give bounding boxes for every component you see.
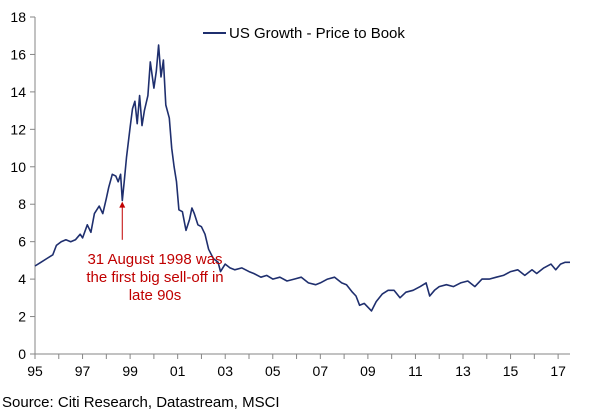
y-tick-label: 8 [18, 196, 26, 212]
y-tick-label: 2 [18, 309, 26, 325]
x-tick-label: 01 [170, 363, 186, 379]
annotation-line-3: late 90s [129, 287, 182, 304]
y-axis: 0 2 4 6 8 10 12 14 16 18 [10, 9, 36, 362]
x-tick-label: 09 [360, 363, 376, 379]
y-tick-label: 10 [10, 159, 26, 175]
x-axis: 95 97 99 01 03 05 07 09 11 13 15 17 [27, 353, 570, 379]
x-tick-label: 99 [122, 363, 138, 379]
x-tick-label: 95 [27, 363, 43, 379]
source-note: Source: Citi Research, Datastream, MSCI [2, 394, 280, 411]
x-tick-label: 15 [503, 363, 519, 379]
x-tick-label: 97 [75, 363, 91, 379]
y-tick-label: 4 [18, 271, 26, 287]
price-to-book-chart: 0 2 4 6 8 10 12 14 16 18 95 97 99 01 03 05 07 09 11 13 15 17… [10, 9, 570, 379]
x-tick-label: 07 [313, 363, 329, 379]
annotation: 31 August 1998 was the first big sell-of… [86, 201, 224, 304]
series-layer [34, 44, 570, 312]
y-tick-label: 16 [10, 46, 26, 62]
annotation-line-2: the first big sell-off in [86, 269, 223, 286]
x-tick-label: 03 [217, 363, 233, 379]
y-tick-label: 6 [18, 234, 26, 250]
x-tick-label: 17 [550, 363, 566, 379]
x-tick-label: 11 [408, 363, 423, 379]
legend-label: US Growth - Price to Book [229, 25, 405, 42]
y-tick-label: 18 [10, 9, 26, 25]
x-tick-label: 05 [265, 363, 281, 379]
y-tick-label: 12 [10, 121, 26, 137]
x-tick-label: 13 [455, 363, 471, 379]
annotation-line-1: 31 August 1998 was [87, 251, 222, 268]
series-line-0 [34, 44, 570, 312]
y-tick-label: 0 [18, 346, 26, 362]
annotation-arrowhead [119, 201, 126, 208]
legend: US Growth - Price to Book [203, 25, 405, 42]
y-tick-label: 14 [10, 84, 26, 100]
